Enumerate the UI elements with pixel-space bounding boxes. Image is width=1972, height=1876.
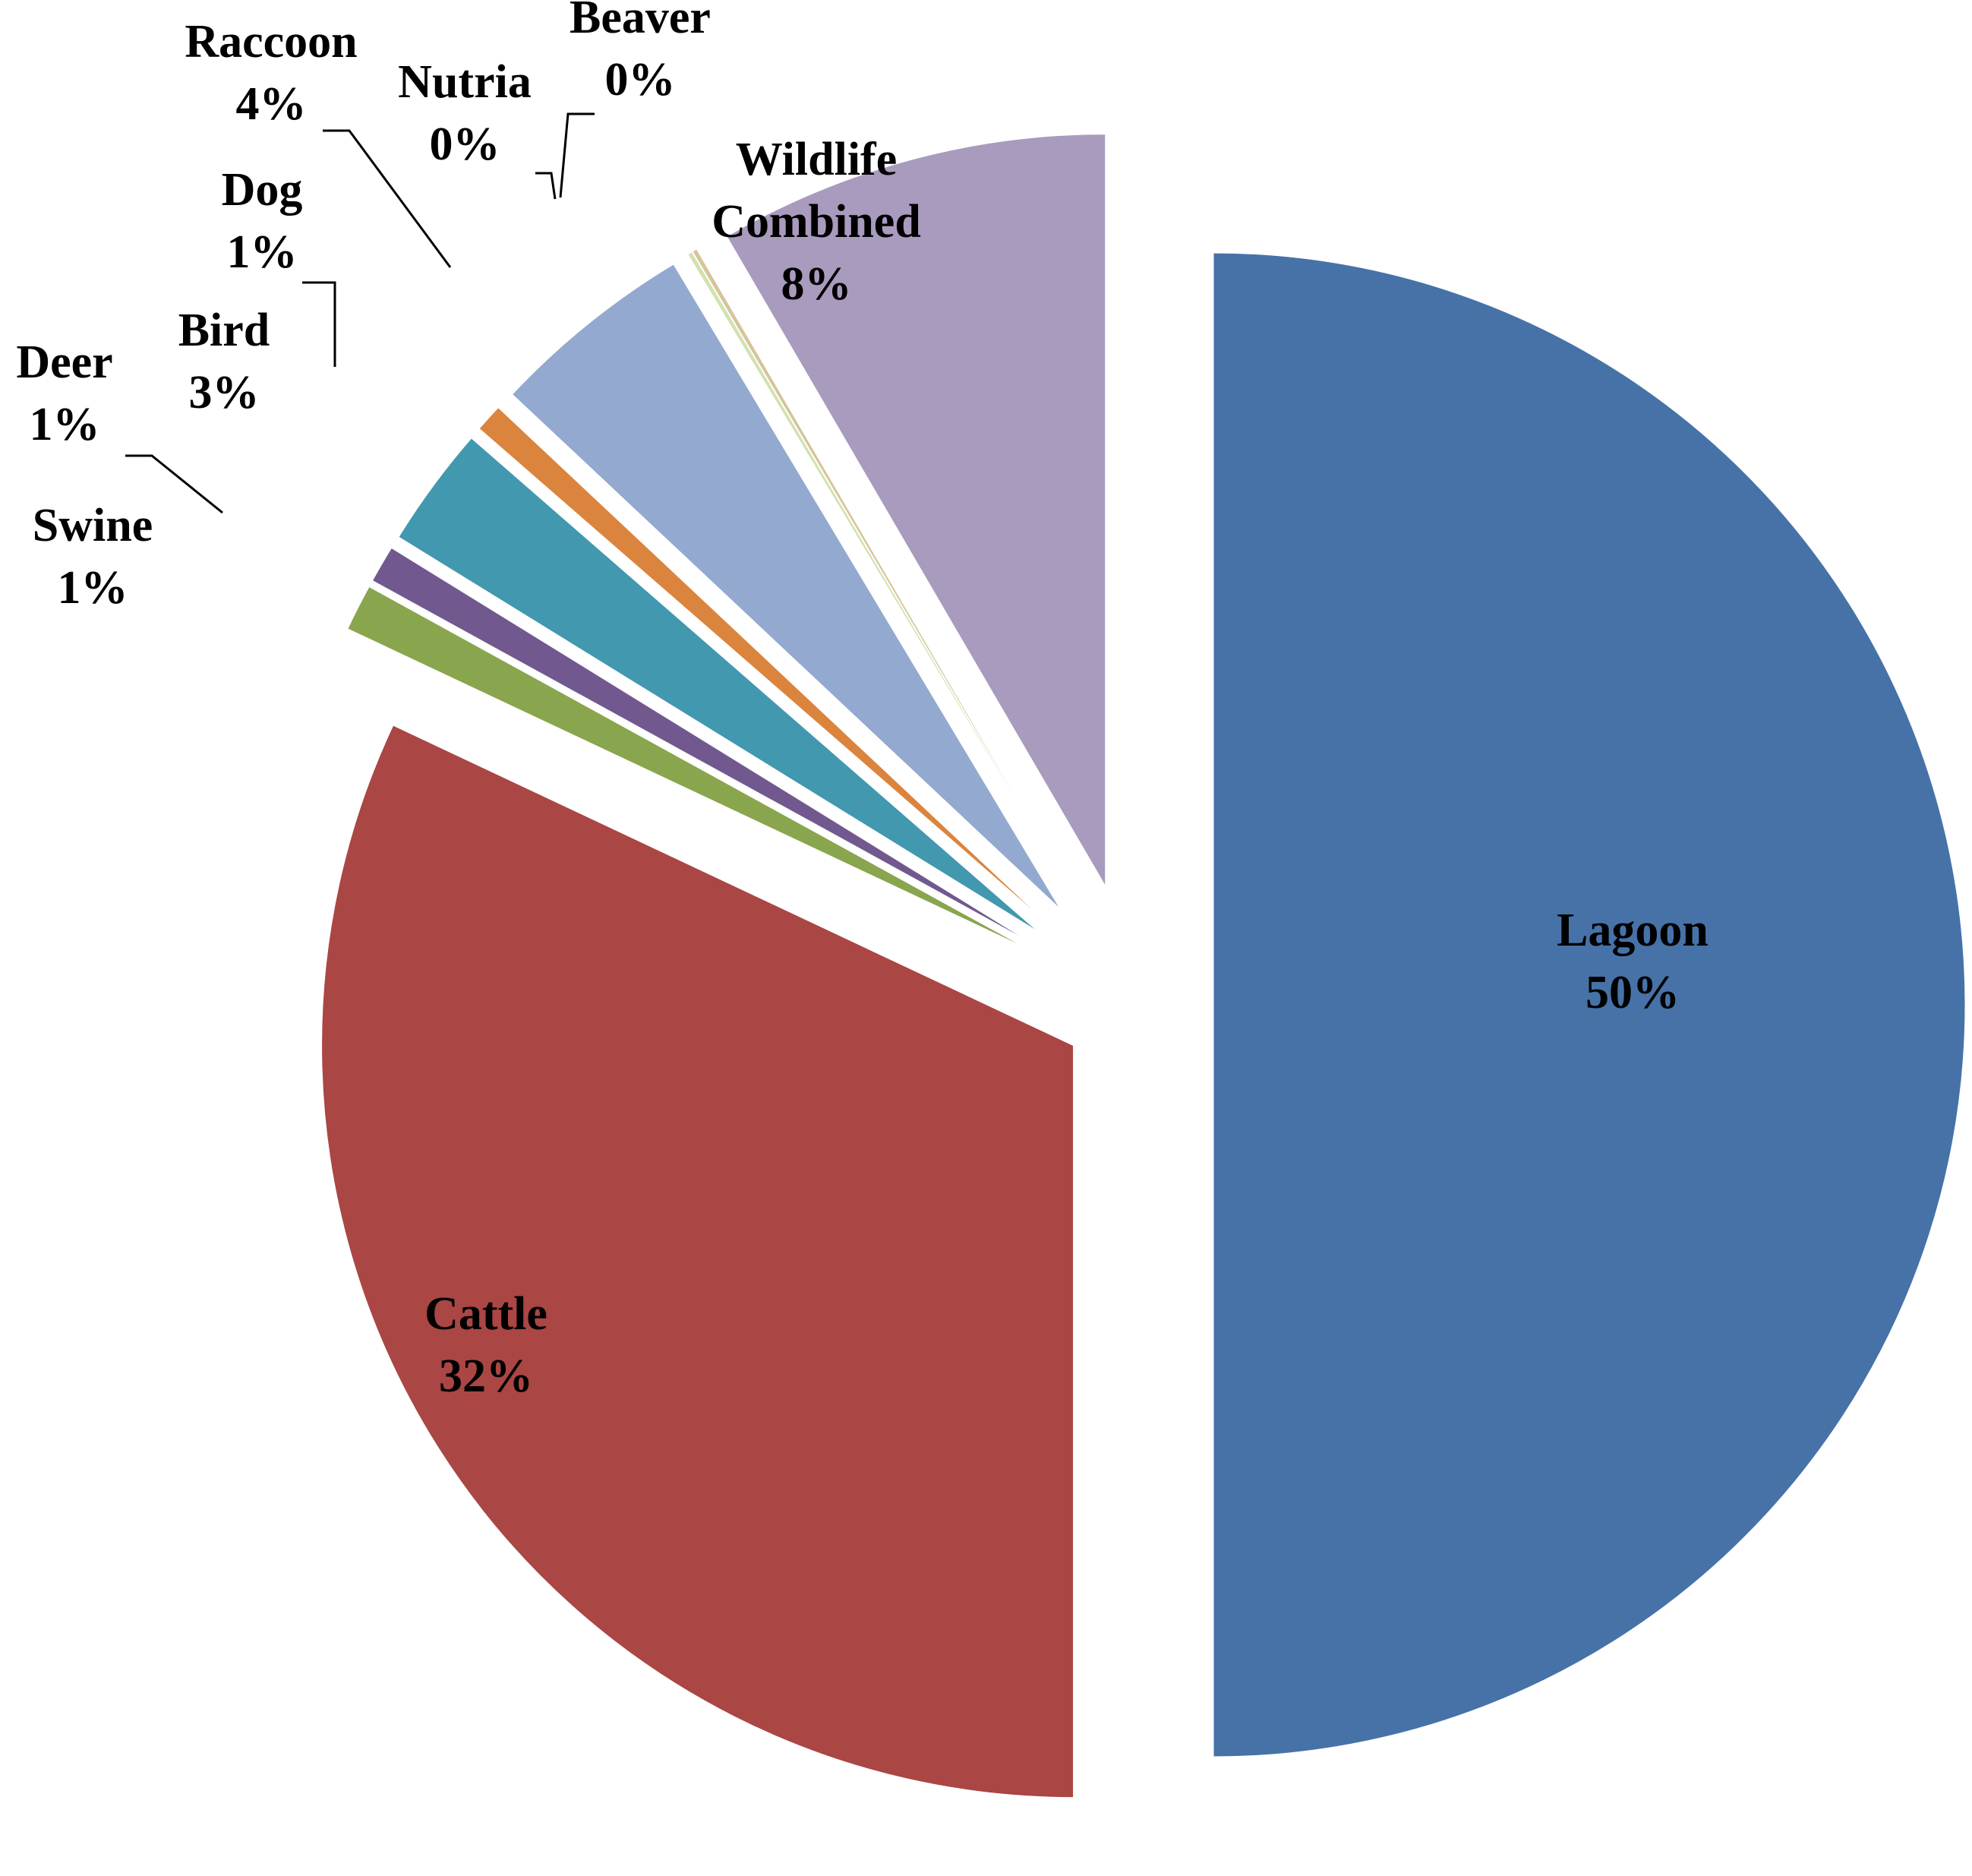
slice-label-lagoon: Lagoon 50% [1557,905,1709,1019]
slice-name: Beaver [570,0,711,43]
slice-wildlife-combined [726,134,1106,888]
slice-name: Cattle [424,1288,547,1340]
slice-percent: 4% [236,78,307,130]
slice-label-dog: Dog 1% [222,164,303,278]
leader-line-raccoon [323,129,452,268]
slice-label-raccoon: Raccoon 4% [185,16,357,130]
slice-bird [398,437,1039,933]
slice-percent: 1% [58,562,128,614]
slice-nutria [687,251,1075,900]
slice-label-bird: Bird 3% [178,305,270,418]
slice-percent: 50% [1585,967,1680,1019]
slice-raccoon [511,264,1061,910]
slice-label-deer: Deer 1% [16,336,112,450]
slice-name: Raccoon [185,16,357,68]
slice-name: Swine [33,500,153,551]
slice-label-nutria: Nutria 0% [398,56,532,170]
slice-name: Nutria [398,56,532,108]
slice-percent: 32% [439,1350,533,1402]
slice-lagoon [1213,252,1966,1758]
slice-label-beaver: Beaver 0% [570,0,711,106]
leader-line-nutria [535,172,557,200]
pie-slices [321,134,1966,1799]
slice-beaver [692,248,1076,899]
leader-line-deer [125,454,223,514]
slice-labels: Lagoon 50% Cattle 32% Swine 1% Deer 1% Bird 3% Dog… [16,0,1709,1402]
slice-name: Combined [711,196,921,248]
slice-label-swine: Swine 1% [33,500,153,614]
slice-name: Bird [178,305,270,356]
slice-percent: 0% [430,118,500,170]
slice-percent: 0% [605,54,676,106]
leader-line-beaver [559,112,595,198]
slice-name: Lagoon [1557,905,1709,956]
slice-dog [478,406,1047,923]
leader-lines [125,112,595,514]
slice-deer [371,547,1032,943]
slice-label-cattle: Cattle 32% [424,1288,547,1402]
slice-cattle [321,725,1074,1799]
slice-name: Dog [222,164,303,216]
slice-swine [347,586,1028,949]
slice-percent: 8% [781,258,852,310]
slice-label-wildlife-combined: Wildlife Combined 8% [711,134,921,310]
slice-percent: 1% [227,226,298,278]
slice-percent: 3% [189,367,260,418]
leader-line-dog [302,281,336,367]
slice-name: Wildlife [736,134,897,185]
slice-percent: 1% [30,399,100,450]
slice-name: Deer [16,336,112,388]
